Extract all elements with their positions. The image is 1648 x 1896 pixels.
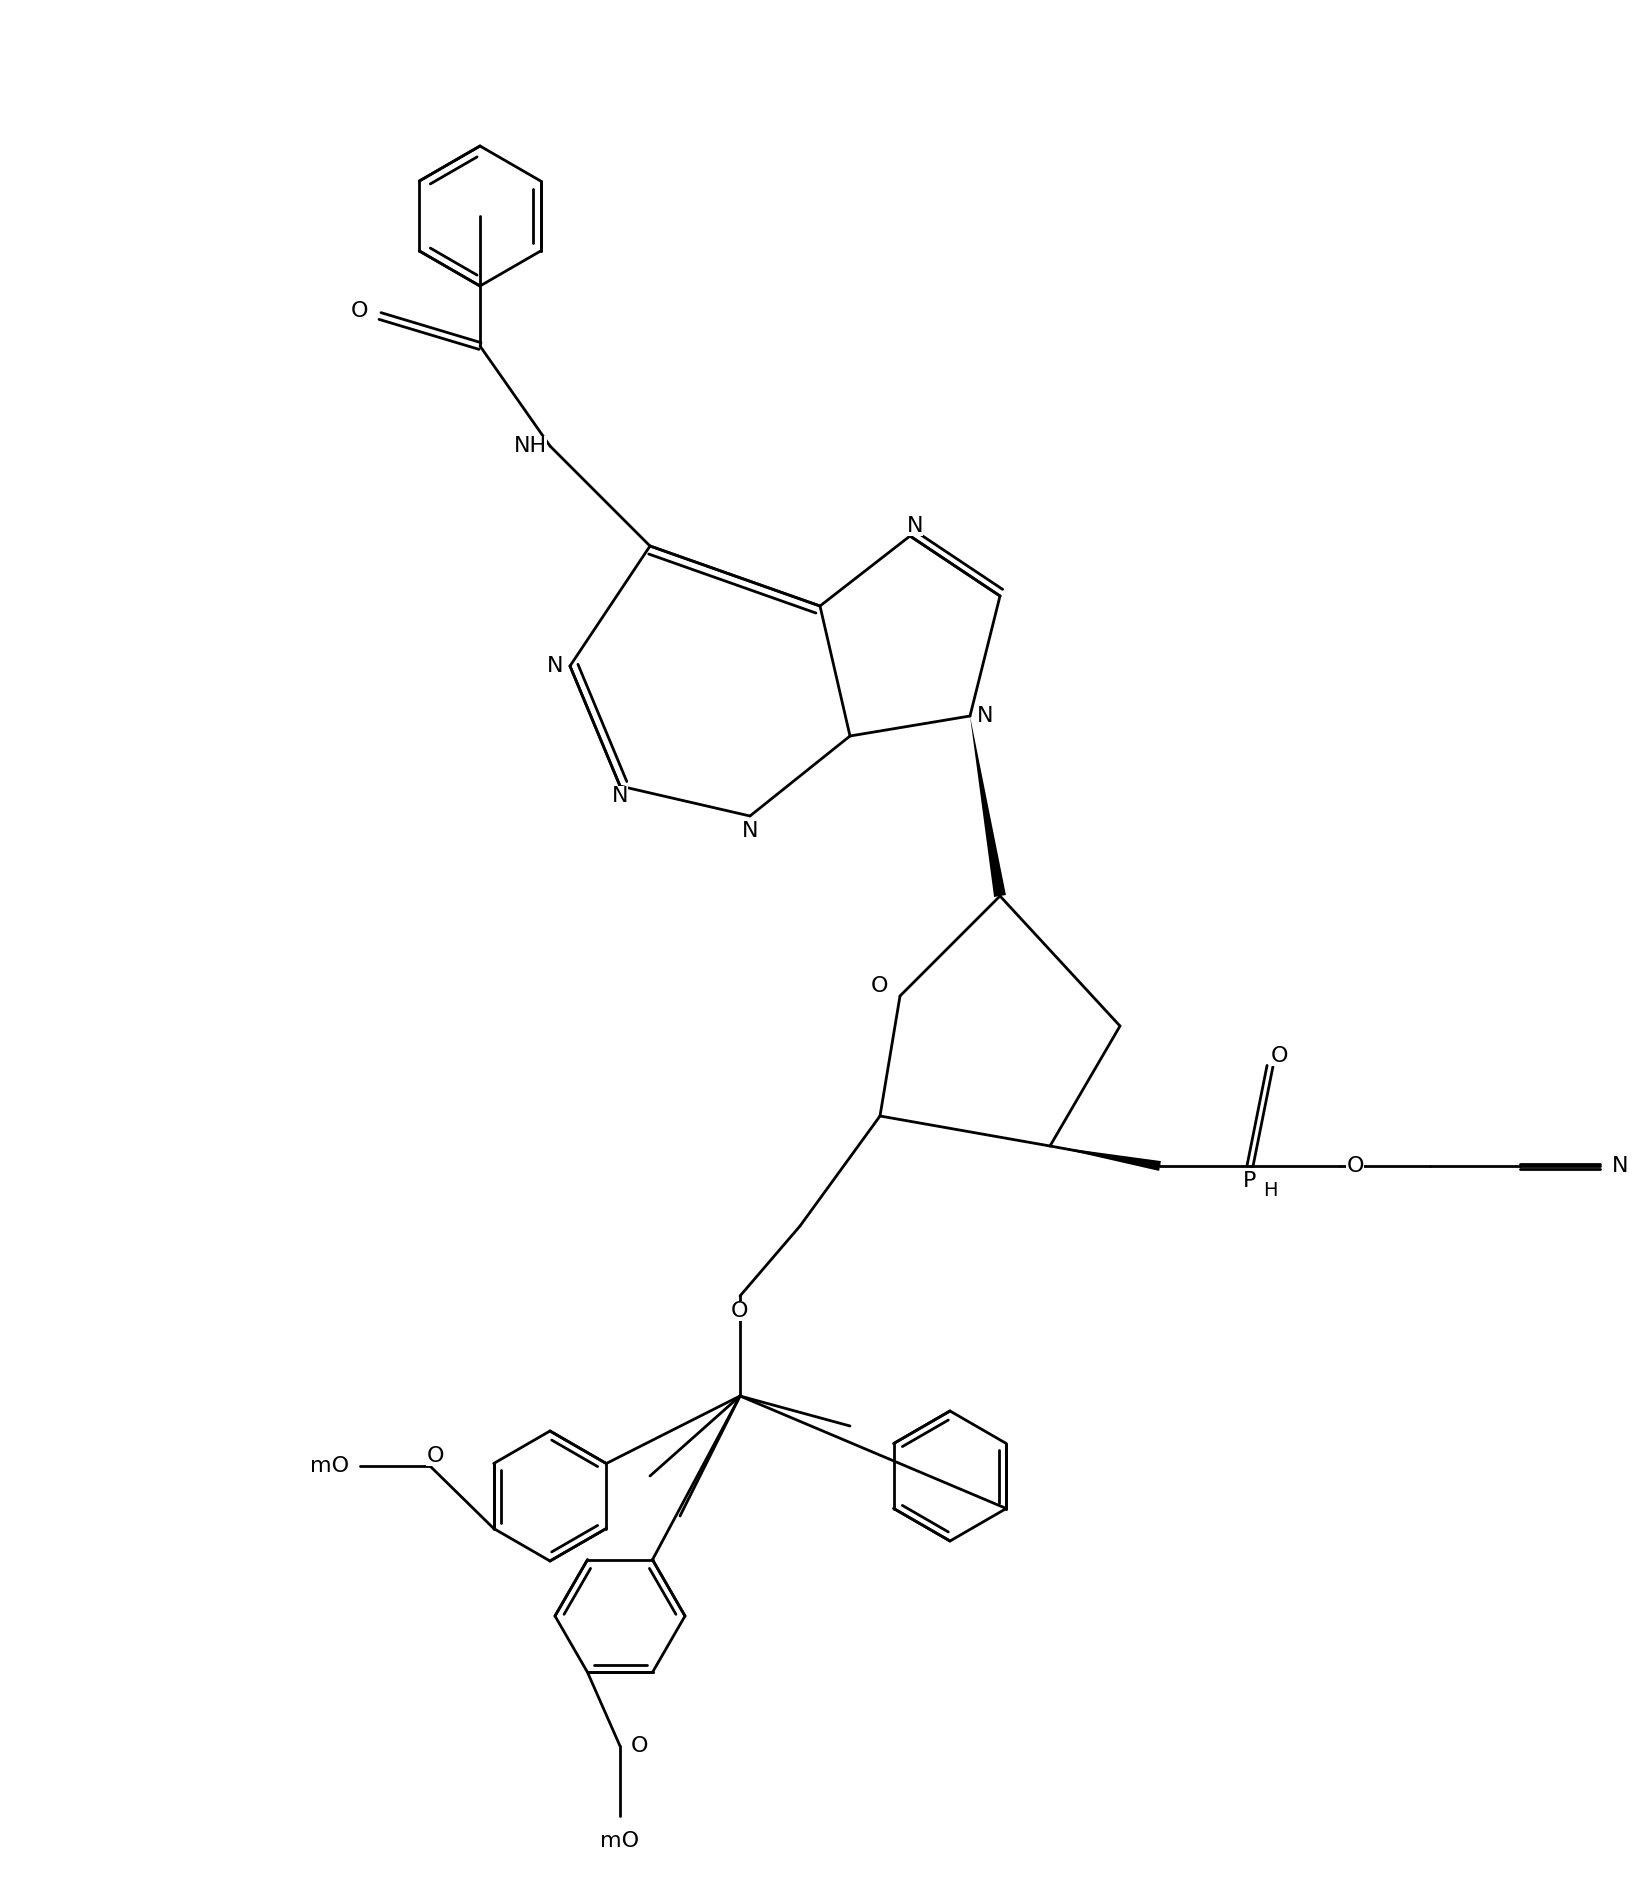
Text: O: O: [427, 1447, 443, 1466]
Text: N: N: [547, 656, 564, 677]
Polygon shape: [1050, 1145, 1160, 1172]
Text: mO: mO: [310, 1456, 349, 1475]
Text: O: O: [1271, 1047, 1289, 1066]
Text: H: H: [1262, 1181, 1277, 1200]
Text: O: O: [1346, 1157, 1365, 1176]
Text: N: N: [611, 787, 628, 806]
Text: N: N: [742, 821, 758, 842]
Text: NH: NH: [514, 436, 547, 457]
Text: mO: mO: [600, 1832, 639, 1850]
Text: N: N: [977, 705, 994, 726]
Text: N: N: [1612, 1157, 1628, 1176]
Text: N: N: [906, 516, 923, 537]
Text: O: O: [631, 1737, 649, 1756]
Text: P: P: [1243, 1172, 1257, 1191]
Polygon shape: [971, 717, 1005, 897]
Text: O: O: [732, 1301, 748, 1322]
Text: O: O: [351, 301, 369, 320]
Text: O: O: [872, 976, 888, 995]
